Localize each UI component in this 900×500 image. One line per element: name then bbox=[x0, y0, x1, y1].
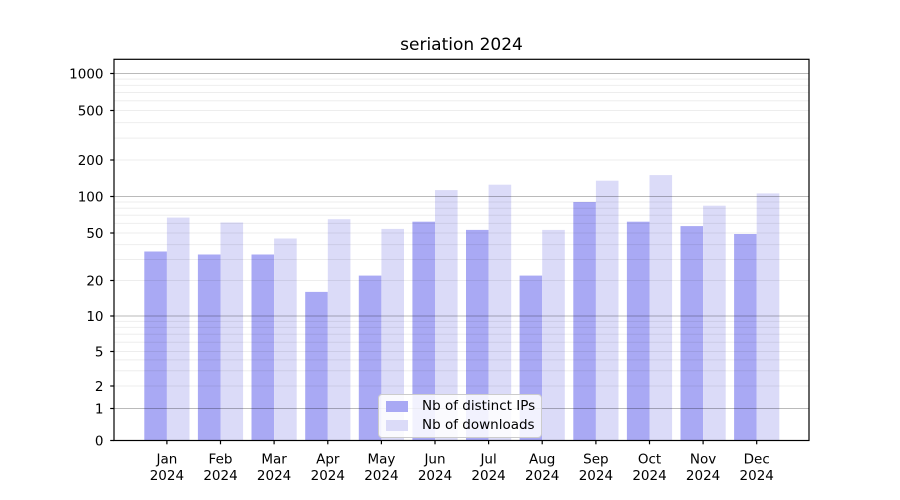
legend: Nb of distinct IPs Nb of downloads bbox=[378, 394, 542, 438]
bar-downloads-dec bbox=[756, 193, 780, 441]
bar-downloads-jul bbox=[488, 184, 512, 441]
x-tick-label-year: 2024 bbox=[311, 468, 345, 484]
bar-downloads-feb bbox=[220, 222, 244, 441]
y-tick-label: 200 bbox=[78, 153, 104, 169]
x-tick-label-year: 2024 bbox=[150, 468, 184, 484]
bar-ips-mar bbox=[251, 254, 275, 441]
legend-swatch-distinct-ips bbox=[386, 401, 408, 413]
legend-label-distinct-ips: Nb of distinct IPs bbox=[422, 397, 536, 414]
chart-title: seriation 2024 bbox=[400, 35, 523, 55]
y-tick-label: 100 bbox=[78, 189, 104, 205]
x-tick-label-month: Jan bbox=[155, 452, 177, 468]
y-tick-label: 0 bbox=[95, 433, 104, 449]
bar-ips-may bbox=[358, 275, 382, 441]
bar-ips-jun bbox=[412, 221, 435, 441]
bar-ips-dec bbox=[734, 234, 757, 441]
y-tick-label: 1000 bbox=[69, 66, 103, 82]
x-tick-label-month: Dec bbox=[744, 452, 770, 468]
x-tick-label-month: Sep bbox=[583, 452, 608, 468]
bar-ips-oct bbox=[626, 221, 650, 441]
y-tick-label: 50 bbox=[86, 226, 103, 242]
bar-ips-nov bbox=[680, 226, 704, 441]
x-tick-label-year: 2024 bbox=[257, 468, 291, 484]
bar-ips-feb bbox=[197, 254, 221, 441]
bar-downloads-jan bbox=[166, 217, 190, 441]
x-tick-label-year: 2024 bbox=[418, 468, 452, 484]
y-tick-label: 1 bbox=[95, 401, 104, 417]
bar-downloads-jun bbox=[435, 190, 458, 441]
legend-swatch-downloads bbox=[386, 419, 408, 431]
bar-ips-apr bbox=[305, 291, 328, 441]
x-tick-label-month: Jun bbox=[423, 452, 445, 468]
x-tick-label-year: 2024 bbox=[579, 468, 613, 484]
bar-downloads-may bbox=[381, 228, 404, 441]
x-tick-label-year: 2024 bbox=[364, 468, 398, 484]
bar-ips-sep bbox=[573, 202, 596, 441]
y-tick-label: 2 bbox=[95, 379, 104, 395]
x-tick-label-month: Aug bbox=[529, 452, 555, 468]
x-tick-label-month: Feb bbox=[209, 452, 233, 468]
y-tick-label: 10 bbox=[86, 309, 103, 325]
x-tick-label-year: 2024 bbox=[525, 468, 559, 484]
bar-ips-jan bbox=[144, 251, 167, 441]
bar-downloads-mar bbox=[274, 238, 297, 441]
x-tick-label-month: Apr bbox=[316, 452, 340, 468]
x-tick-label-month: Nov bbox=[690, 452, 716, 468]
legend-item-downloads: Nb of downloads bbox=[386, 416, 535, 434]
y-tick-label: 5 bbox=[95, 344, 104, 360]
x-tick-label-year: 2024 bbox=[471, 468, 505, 484]
bar-downloads-sep bbox=[595, 180, 619, 441]
x-tick-label-year: 2024 bbox=[632, 468, 666, 484]
x-tick-label-year: 2024 bbox=[686, 468, 720, 484]
bar-downloads-nov bbox=[703, 205, 726, 441]
x-tick-label-month: Mar bbox=[261, 452, 287, 468]
legend-item-distinct-ips: Nb of distinct IPs bbox=[386, 398, 535, 416]
x-tick-label-year: 2024 bbox=[203, 468, 237, 484]
x-tick-label-month: May bbox=[367, 452, 395, 468]
x-tick-label-year: 2024 bbox=[740, 468, 774, 484]
x-tick-label-month: Jul bbox=[479, 452, 496, 468]
y-tick-label: 20 bbox=[86, 273, 103, 289]
axes-frame bbox=[113, 58, 810, 442]
y-tick-label: 500 bbox=[78, 103, 104, 119]
bar-downloads-aug bbox=[542, 229, 565, 441]
bar-downloads-oct bbox=[649, 175, 673, 441]
x-tick-label-month: Oct bbox=[638, 452, 661, 468]
bar-ips-jul bbox=[466, 229, 489, 441]
legend-label-downloads: Nb of downloads bbox=[422, 416, 535, 433]
bar-downloads-apr bbox=[327, 219, 351, 441]
